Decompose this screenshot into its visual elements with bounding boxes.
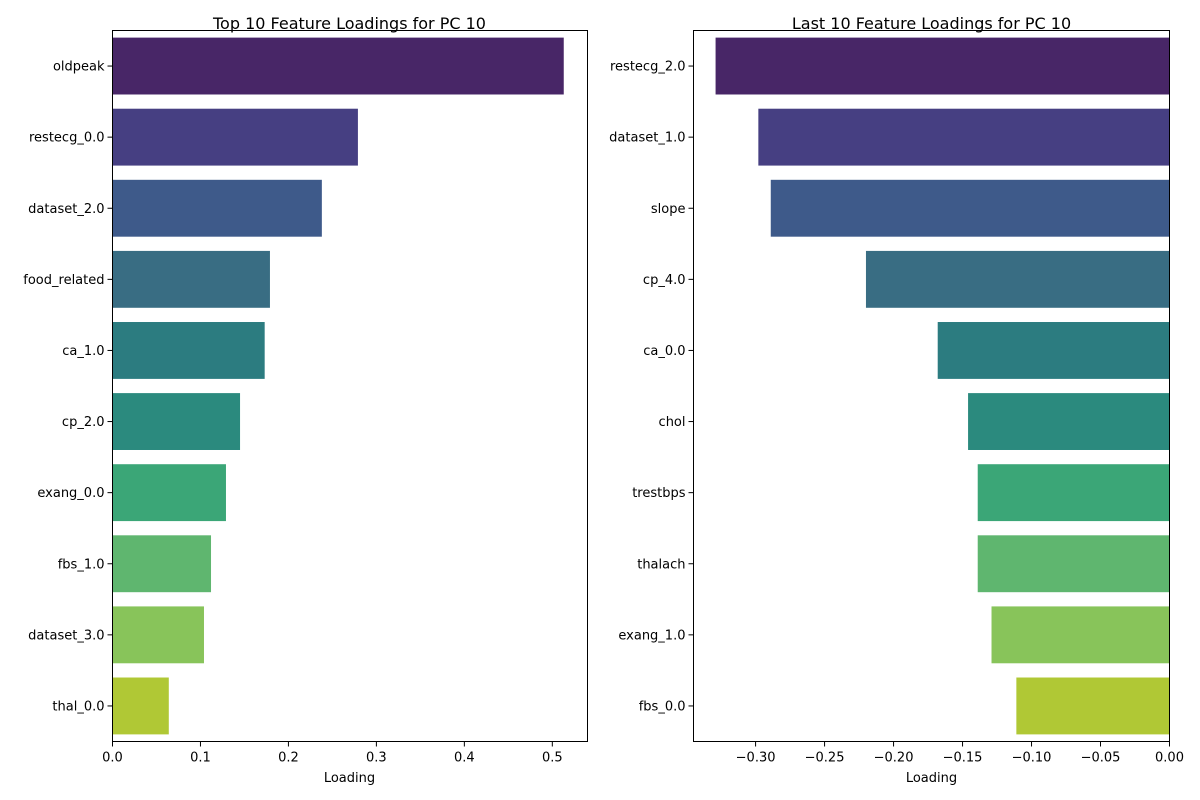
left-chart-title: Top 10 Feature Loadings for PC 10 [212, 14, 486, 33]
left-chart-y-tick-label: dataset_3.0 [28, 628, 104, 643]
left-chart-y-axis: oldpeak restecg_0.0 dataset_2.0 food_relate… [23, 60, 113, 714]
right-chart-bar-thalach [977, 535, 1170, 593]
left-chart-x-tick-label: 0.5 [542, 751, 563, 766]
right-chart-y-tick-label: ca_0.0 [643, 344, 685, 359]
left-chart-y-tick-label: ca_1.0 [62, 344, 104, 359]
left-chart-x-tick-label: 0.3 [366, 751, 387, 766]
right-chart-bar-exang_1.0 [991, 606, 1170, 664]
left-chart-y-tick-label: food_related [23, 273, 104, 288]
left-chart-y-tick-label: exang_0.0 [37, 486, 104, 501]
left-chart-bar-oldpeak [112, 37, 564, 95]
left-chart-x-tick-label: 0.1 [190, 751, 211, 766]
right-chart-x-tick-label: −0.05 [1081, 751, 1121, 766]
left-chart-bar-exang_0.0 [112, 464, 226, 522]
left-chart-bar-dataset_3.0 [112, 606, 204, 664]
right-chart-x-tick-label: −0.30 [736, 751, 776, 766]
right-chart-x-tick-label: −0.25 [805, 751, 845, 766]
left-chart-bar-food_related [112, 250, 270, 308]
right-chart-bars [715, 37, 1170, 735]
right-chart-x-tick-label: 0.00 [1155, 751, 1184, 766]
right-chart-x-axis-label: Loading [906, 771, 957, 786]
left-chart-y-tick-label: restecg_0.0 [29, 131, 105, 146]
left-chart-y-tick-label: dataset_2.0 [28, 202, 104, 217]
right-chart-y-tick-label: chol [659, 415, 686, 430]
right-chart-x-tick-label: −0.15 [943, 751, 983, 766]
right-chart-y-tick-label: cp_4.0 [643, 273, 686, 288]
right-chart-x-tick-label: −0.10 [1012, 751, 1052, 766]
left-chart-frame [112, 30, 588, 742]
right-chart-bar-dataset_1.0 [758, 108, 1170, 166]
left-chart-bar-restecg_0.0 [112, 108, 358, 166]
right-chart-x-axis: −0.30 −0.25 −0.20 −0.15 −0.10 −0.05 0.00 [736, 741, 1184, 766]
left-chart-bars [112, 37, 564, 735]
right-chart-bar-ca_0.0 [937, 322, 1170, 379]
right-chart-panel: Last 10 Feature Loadings for PC 10 reste… [609, 14, 1184, 786]
left-chart-bar-dataset_2.0 [112, 179, 322, 237]
left-chart-y-tick-label: oldpeak [53, 60, 105, 75]
left-chart-bar-thal_0.0 [112, 677, 169, 735]
left-chart-x-axis: 0.0 0.1 0.2 0.3 0.4 0.5 [102, 741, 563, 766]
right-chart-title: Last 10 Feature Loadings for PC 10 [792, 14, 1071, 33]
right-chart-y-tick-label: fbs_0.0 [639, 699, 686, 714]
right-chart-y-tick-label: restecg_2.0 [610, 60, 686, 75]
right-chart-y-tick-label: thalach [637, 557, 685, 572]
left-chart-y-tick-label: fbs_1.0 [58, 557, 105, 572]
left-chart-bar-cp_2.0 [112, 393, 241, 450]
left-chart-x-tick-label: 0.4 [454, 751, 475, 766]
right-chart-frame [693, 30, 1170, 742]
right-chart-y-tick-label: dataset_1.0 [609, 131, 685, 146]
right-chart-y-tick-label: exang_1.0 [618, 628, 685, 643]
left-chart-y-tick-label: thal_0.0 [52, 699, 104, 714]
right-chart-bar-chol [968, 393, 1170, 450]
left-chart-panel: Top 10 Feature Loadings for PC 10 oldpea… [23, 14, 588, 786]
right-chart-bar-trestbps [977, 464, 1170, 522]
right-chart-bar-cp_4.0 [865, 250, 1170, 308]
left-chart-x-tick-label: 0.0 [102, 751, 123, 766]
right-chart-bar-slope [770, 179, 1170, 237]
left-chart-bar-fbs_1.0 [112, 535, 212, 593]
right-chart-x-tick-label: −0.20 [874, 751, 914, 766]
right-chart-y-tick-label: trestbps [632, 486, 686, 501]
left-chart-bar-ca_1.0 [112, 322, 265, 379]
right-chart-y-tick-label: slope [651, 202, 686, 217]
right-chart-bar-fbs_0.0 [1016, 677, 1170, 735]
right-chart-bar-restecg_2.0 [715, 37, 1170, 95]
left-chart-x-tick-label: 0.2 [278, 751, 299, 766]
left-chart-y-tick-label: cp_2.0 [62, 415, 105, 430]
left-chart-x-axis-label: Loading [324, 771, 375, 786]
